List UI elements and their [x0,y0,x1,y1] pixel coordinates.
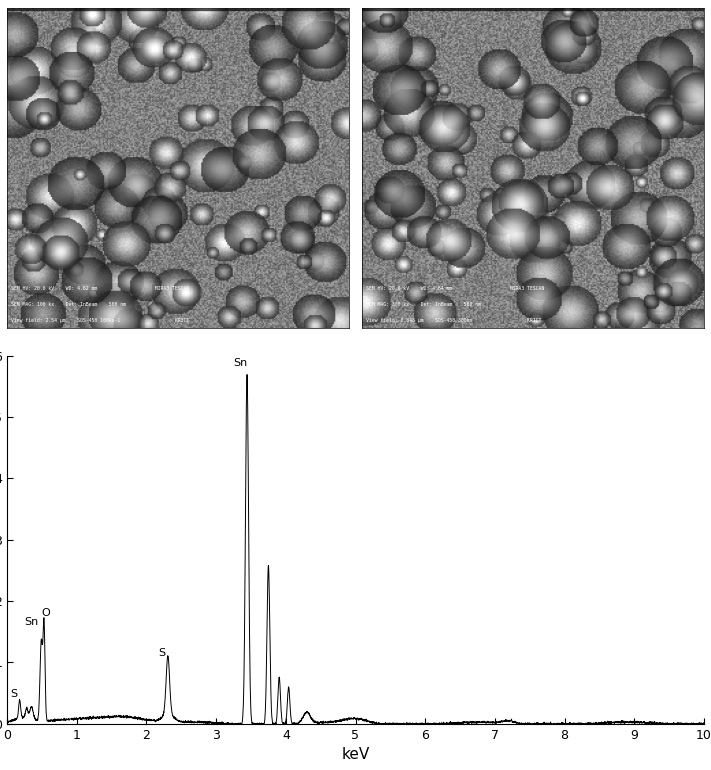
Text: S: S [159,648,166,658]
Text: SEM MAG: 100 kx    Det: InBeam    500 nm: SEM MAG: 100 kx Det: InBeam 500 nm [11,302,126,307]
Text: Sn: Sn [24,618,38,628]
Text: O: O [42,608,50,618]
Text: View field: 0.848 µm    SOS-450 300kx                   KRICT: View field: 0.848 µm SOS-450 300kx KRICT [365,318,541,323]
Text: Sn: Sn [233,358,247,368]
Text: S: S [11,689,18,699]
X-axis label: keV: keV [341,747,370,762]
Text: SEM HV: 20.0 kV    WD: 4.64 mm                    MIRA3 TESCAN: SEM HV: 20.0 kV WD: 4.64 mm MIRA3 TESCAN [365,286,544,291]
Text: SEM HV: 20.0 kV    WD: 4.62 mm                    MIRA3 TESCAN: SEM HV: 20.0 kV WD: 4.62 mm MIRA3 TESCAN [11,286,189,291]
Text: SEM MAG: 300 kx    Det: InBeam    500 nm: SEM MAG: 300 kx Det: InBeam 500 nm [365,302,481,307]
Text: View field: 2.54 µm    SOS-450 100kx-1                   KRICT: View field: 2.54 µm SOS-450 100kx-1 KRIC… [11,318,189,323]
